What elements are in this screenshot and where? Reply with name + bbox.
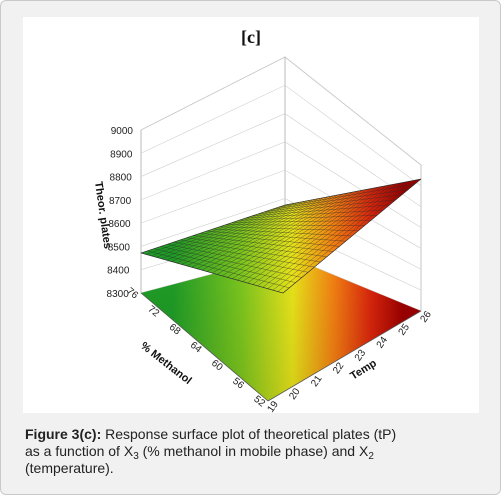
mesh-line <box>232 220 371 223</box>
mesh-line <box>271 189 409 210</box>
surface-plot: 8300 8400 8500 8600 8700 8800 8900 9000 52 56 60 6… <box>23 17 479 413</box>
wall-grid-line <box>140 84 422 187</box>
figure-caption: Figure 3(c): Response surface plot of th… <box>25 426 485 477</box>
z-tick-label: 9000 <box>111 126 134 137</box>
wall-grid-line <box>140 198 422 270</box>
mesh-line <box>193 235 334 252</box>
z-tick-label: 8600 <box>108 219 131 230</box>
wall-grid-line <box>140 113 422 207</box>
caption-line3: (temperature). <box>25 460 114 476</box>
z-tick-label: 8800 <box>110 173 133 184</box>
x-axis-label: Temp <box>348 357 379 382</box>
mesh-line <box>258 199 396 214</box>
mesh-line <box>245 209 384 219</box>
floor-shade <box>141 255 421 401</box>
z-tick-label: 8500 <box>108 242 131 253</box>
chart-title: [c] <box>241 27 261 47</box>
caption-line2a: as a function of X <box>25 443 134 459</box>
mesh-line <box>173 241 315 268</box>
response-surface <box>139 178 422 294</box>
surface-mesh <box>140 178 422 294</box>
mesh-line <box>186 237 327 257</box>
mesh-line <box>265 194 403 212</box>
surface-plane <box>139 178 422 294</box>
y-axis-edge <box>140 292 269 402</box>
mesh-line <box>226 224 365 226</box>
mesh-line <box>278 183 415 208</box>
caption-sub-3: 3 <box>133 451 139 462</box>
z-tick-labels: 8300 8400 8500 8600 8700 8800 8900 9000 <box>107 126 134 300</box>
mesh-line <box>252 204 390 217</box>
mesh-line <box>239 215 378 221</box>
z-tick-label: 8400 <box>107 266 130 277</box>
mesh-line <box>160 246 302 278</box>
caption-label: Figure 3(c): <box>25 426 102 442</box>
z-tick-label: 8700 <box>109 196 132 207</box>
caption-sub-2: 2 <box>368 451 374 462</box>
x-axis-edge <box>267 310 422 402</box>
z-tick-label: 8900 <box>110 149 133 160</box>
caption-line2b: (% methanol in mobile phase) and X <box>138 443 369 459</box>
mesh-line <box>219 226 359 232</box>
mesh-line <box>284 178 422 206</box>
y-axis-label: % Methanol <box>138 340 194 387</box>
axis-edges <box>140 292 422 402</box>
z-tick-label: 8300 <box>107 289 130 300</box>
mesh-line <box>199 233 340 247</box>
mesh-line <box>140 252 284 294</box>
mesh-line <box>154 248 296 283</box>
mesh-line <box>212 228 353 237</box>
mesh-line <box>180 239 321 263</box>
wall-grid-line <box>140 169 422 249</box>
mesh-line <box>167 244 309 273</box>
z-axis-label: Theor. plates <box>92 181 113 250</box>
mesh-line <box>147 250 290 289</box>
wall-grid-line <box>140 56 422 166</box>
caption-line1: Response surface plot of theoretical pla… <box>101 426 397 442</box>
mesh-line <box>206 230 346 242</box>
